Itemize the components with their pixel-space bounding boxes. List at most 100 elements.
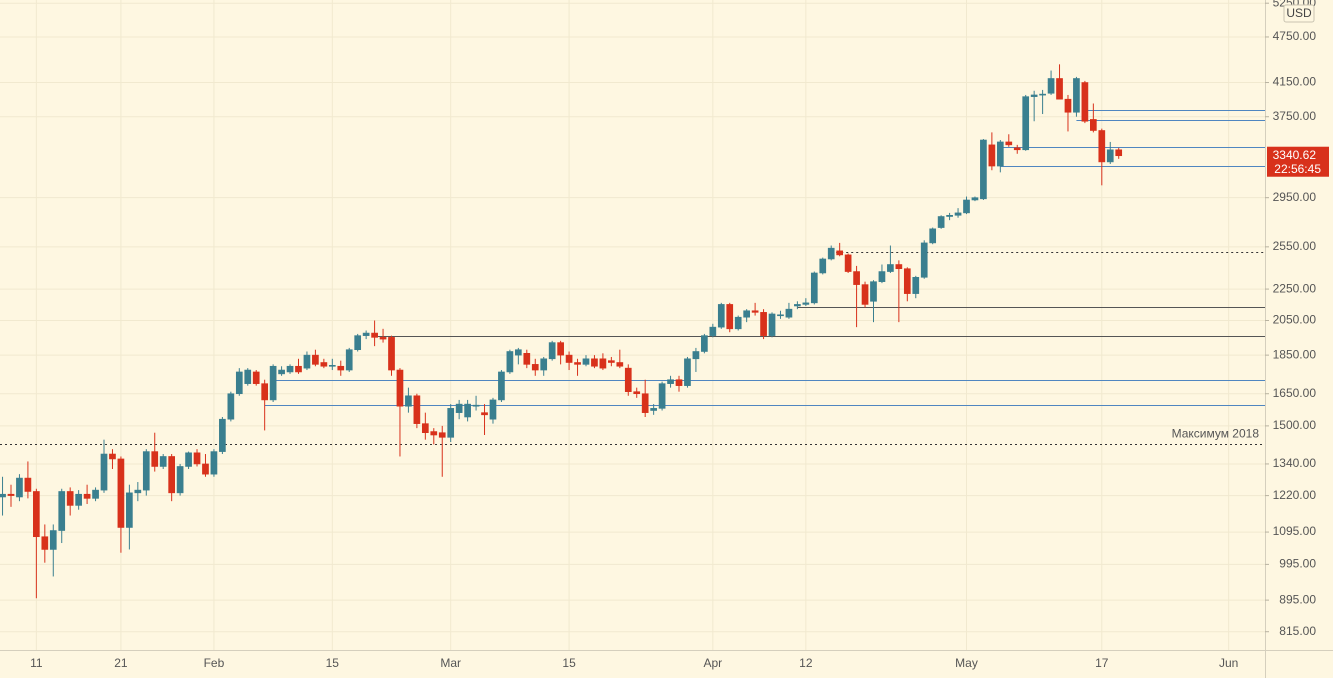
candle-body bbox=[269, 365, 277, 401]
candle-body bbox=[591, 358, 598, 367]
candle-body bbox=[235, 371, 243, 395]
candle-body bbox=[887, 264, 894, 272]
candle-body bbox=[692, 351, 700, 360]
x-tick-label: Jun bbox=[1219, 656, 1238, 670]
candle-body bbox=[430, 431, 438, 436]
y-tick-label: 1340.00 bbox=[1273, 456, 1317, 470]
candle-body bbox=[802, 302, 810, 305]
candle-body bbox=[337, 365, 345, 371]
candle-body bbox=[777, 314, 784, 317]
grid bbox=[0, 0, 1265, 650]
candle-body bbox=[261, 383, 269, 401]
candle-body bbox=[794, 304, 801, 307]
x-tick-label: 12 bbox=[799, 656, 813, 670]
candle-body bbox=[312, 354, 319, 365]
candle-body bbox=[1064, 98, 1072, 113]
candle-body bbox=[58, 491, 66, 531]
candle-body bbox=[168, 456, 175, 494]
candle-body bbox=[937, 216, 945, 228]
candle-body bbox=[219, 418, 226, 452]
candle-body bbox=[421, 423, 429, 434]
candle-body bbox=[1115, 149, 1123, 157]
candle-body bbox=[0, 493, 6, 498]
y-tick-label: 1220.00 bbox=[1273, 488, 1317, 502]
candle-body bbox=[785, 308, 793, 318]
candle-body bbox=[379, 337, 387, 340]
candle-body bbox=[159, 456, 167, 467]
candle-body bbox=[515, 349, 522, 356]
candle-body bbox=[548, 342, 556, 360]
candle-body bbox=[954, 212, 962, 216]
countdown-label: 22:56:45 bbox=[1274, 162, 1321, 176]
candle-body bbox=[726, 304, 734, 330]
candle-body bbox=[413, 395, 421, 424]
candle-body bbox=[988, 144, 996, 167]
x-tick-label: 21 bbox=[114, 656, 128, 670]
x-tick-label: 11 bbox=[30, 656, 43, 670]
x-tick-label: Feb bbox=[204, 656, 225, 670]
candle-body bbox=[827, 247, 835, 260]
candle-body bbox=[844, 254, 852, 272]
candle-body bbox=[388, 337, 395, 371]
candle-body bbox=[49, 530, 57, 550]
candle-body bbox=[929, 228, 937, 244]
candle-body bbox=[633, 391, 641, 395]
candle-body bbox=[506, 351, 514, 373]
candle-body bbox=[455, 403, 463, 413]
candle-body bbox=[565, 354, 573, 363]
candle-body bbox=[117, 458, 125, 528]
candle-body bbox=[1030, 94, 1038, 97]
candle-body bbox=[810, 272, 818, 304]
candle-body bbox=[717, 304, 725, 328]
candle-body bbox=[1013, 147, 1021, 151]
candle-body bbox=[396, 369, 404, 407]
candle-body bbox=[210, 451, 218, 475]
candle-body bbox=[328, 365, 336, 367]
candle-body bbox=[1056, 78, 1063, 100]
candle-body bbox=[641, 393, 649, 413]
candle-body bbox=[658, 383, 666, 409]
candle-body bbox=[100, 453, 108, 491]
candle-body bbox=[878, 271, 886, 282]
candle-body bbox=[41, 536, 49, 550]
y-tick-label: 2050.00 bbox=[1273, 313, 1317, 327]
axes: 11 21 Feb 15 Mar 15 Apr 12 May 17 Jun 815.00 895.00 9… bbox=[30, 0, 1329, 670]
currency-label: USD bbox=[1286, 6, 1312, 20]
candle-body bbox=[1098, 130, 1106, 163]
candle-body bbox=[768, 313, 776, 336]
y-tick-label: 1850.00 bbox=[1273, 347, 1317, 361]
candle-body bbox=[244, 369, 252, 384]
candle-body bbox=[278, 369, 285, 375]
y-tick-label: 1095.00 bbox=[1273, 524, 1317, 538]
candle-body bbox=[447, 408, 455, 438]
candle-body bbox=[109, 453, 116, 460]
y-tick-label: 895.00 bbox=[1279, 592, 1316, 606]
candle-body bbox=[701, 335, 708, 352]
candle-body bbox=[971, 197, 979, 201]
candle-body bbox=[853, 271, 860, 285]
candle-body bbox=[7, 493, 15, 496]
candle-body bbox=[472, 404, 480, 407]
candle-body bbox=[202, 463, 209, 475]
candle-body bbox=[405, 395, 412, 407]
candle-body bbox=[751, 310, 759, 313]
candle-body bbox=[83, 493, 91, 499]
candle-body bbox=[819, 258, 827, 274]
x-tick-label: 15 bbox=[562, 656, 576, 670]
last-price-box bbox=[1267, 146, 1329, 177]
candle-body bbox=[531, 364, 539, 371]
candle-body bbox=[185, 452, 192, 467]
candle-body bbox=[33, 491, 40, 538]
candle-body bbox=[523, 353, 531, 365]
candle-body bbox=[709, 326, 717, 336]
candle-body bbox=[920, 242, 928, 278]
candle-body bbox=[498, 371, 505, 401]
candle-body bbox=[861, 284, 869, 305]
candle-body bbox=[675, 379, 683, 386]
level-label: Максимум 2018 bbox=[1172, 427, 1260, 441]
candle-body bbox=[286, 365, 294, 373]
last-price-label: 3340.62 bbox=[1273, 148, 1317, 162]
candle-body bbox=[489, 399, 497, 420]
